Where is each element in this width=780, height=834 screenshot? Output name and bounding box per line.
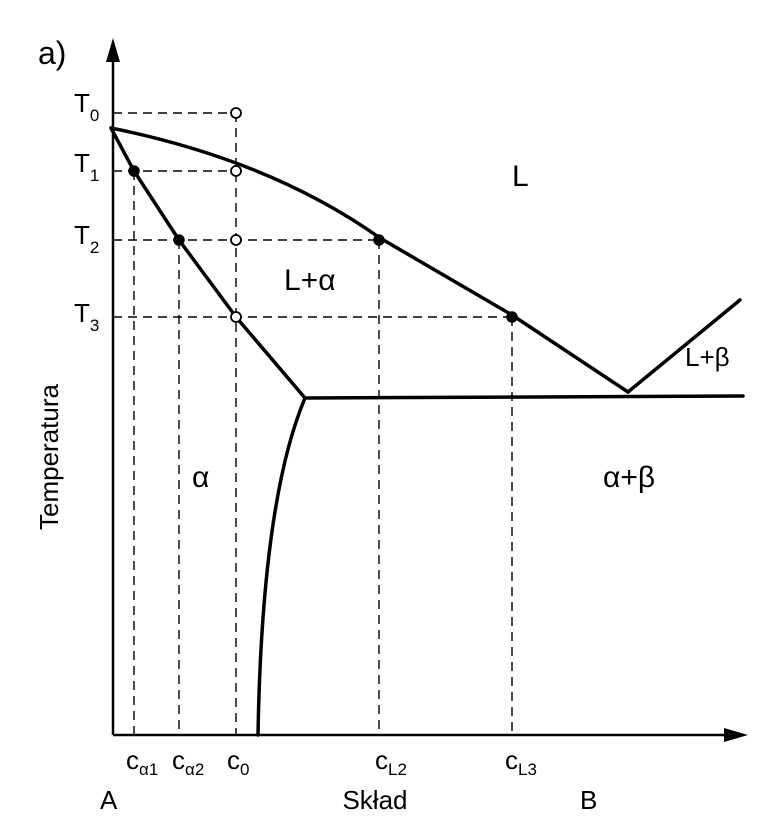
open-point-t1 (230, 165, 242, 177)
phase-boundaries (109, 126, 745, 737)
x-axis-label: Skład (342, 785, 407, 815)
t2-label: T2 (74, 220, 99, 257)
filled-point-cl3 (506, 311, 518, 323)
region-liquid-alpha: L+α (284, 264, 336, 297)
ca2-label: cα2 (172, 745, 204, 779)
region-liquid-beta: L+β (685, 342, 730, 372)
x-axis-arrow (724, 728, 748, 742)
liquidus-alpha (109, 126, 630, 394)
liquidus-beta (626, 298, 742, 394)
axes (106, 38, 748, 742)
cl3-label: cL3 (505, 745, 537, 779)
region-alpha: α (192, 461, 209, 494)
open-point-t0 (230, 107, 242, 119)
panel-label: a) (38, 35, 66, 71)
eutectic-isotherm (303, 394, 745, 400)
ca1-label: cα1 (126, 745, 158, 779)
filled-point-ca2 (173, 234, 185, 246)
region-alpha-beta: α+β (603, 461, 655, 494)
cl2-label: cL2 (375, 745, 407, 779)
t1-label: T1 (74, 148, 99, 185)
solvus-alpha (256, 396, 307, 737)
temperature-labels: T0 T1 T2 T3 (74, 88, 99, 335)
component-a-label: A (100, 785, 118, 815)
filled-point-cl2 (373, 234, 385, 246)
t0-label: T0 (74, 88, 99, 125)
component-b-label: B (580, 785, 597, 815)
c0-label: c0 (227, 745, 249, 779)
solidus-alpha (109, 126, 307, 400)
points (128, 107, 518, 323)
region-labels: L L+α α L+β α+β (192, 160, 730, 494)
t3-label: T3 (74, 298, 99, 335)
open-point-t2 (230, 234, 242, 246)
y-axis-label: Temperatura (34, 383, 64, 529)
open-point-t3 (230, 311, 242, 323)
region-liquid: L (512, 160, 529, 193)
filled-point-ca1 (128, 165, 140, 177)
y-axis-arrow (106, 38, 120, 62)
composition-labels: cα1 cα2 c0 cL2 cL3 (126, 745, 537, 779)
construction-lines (113, 112, 513, 735)
